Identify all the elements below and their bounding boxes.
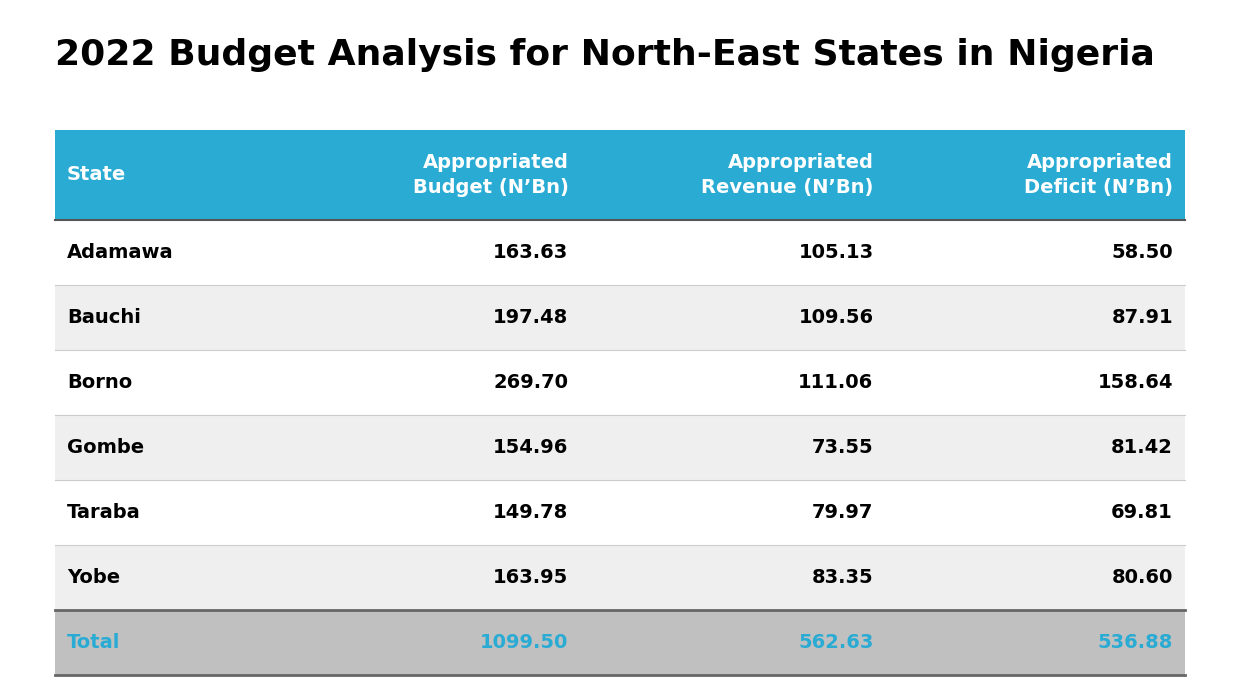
Bar xyxy=(55,480,1185,545)
Text: Appropriated
Revenue (N’Bn): Appropriated Revenue (N’Bn) xyxy=(701,153,873,197)
Text: 1099.50: 1099.50 xyxy=(480,633,568,652)
Text: 197.48: 197.48 xyxy=(494,308,568,327)
Text: 154.96: 154.96 xyxy=(494,438,568,457)
Bar xyxy=(55,220,1185,285)
Text: Yobe: Yobe xyxy=(67,568,120,587)
Text: Appropriated
Deficit (N’Bn): Appropriated Deficit (N’Bn) xyxy=(1024,153,1173,197)
Text: 163.63: 163.63 xyxy=(494,243,568,262)
Text: State: State xyxy=(67,165,126,184)
Text: Adamawa: Adamawa xyxy=(67,243,174,262)
Text: Total: Total xyxy=(67,633,120,652)
Text: 149.78: 149.78 xyxy=(494,503,568,522)
Text: 87.91: 87.91 xyxy=(1111,308,1173,327)
Text: 163.95: 163.95 xyxy=(494,568,568,587)
Text: 2022 Budget Analysis for North-East States in Nigeria: 2022 Budget Analysis for North-East Stat… xyxy=(55,38,1154,72)
Text: 536.88: 536.88 xyxy=(1097,633,1173,652)
Text: 79.97: 79.97 xyxy=(812,503,873,522)
Bar xyxy=(55,350,1185,415)
Text: 109.56: 109.56 xyxy=(799,308,873,327)
Text: 562.63: 562.63 xyxy=(799,633,873,652)
Text: 81.42: 81.42 xyxy=(1111,438,1173,457)
Text: Bauchi: Bauchi xyxy=(67,308,141,327)
Text: 111.06: 111.06 xyxy=(799,373,873,392)
Text: 269.70: 269.70 xyxy=(494,373,568,392)
Text: 158.64: 158.64 xyxy=(1097,373,1173,392)
Bar xyxy=(55,545,1185,610)
Bar xyxy=(55,415,1185,480)
Text: Borno: Borno xyxy=(67,373,133,392)
Text: 83.35: 83.35 xyxy=(812,568,873,587)
Text: 73.55: 73.55 xyxy=(812,438,873,457)
Text: Gombe: Gombe xyxy=(67,438,144,457)
Bar xyxy=(55,610,1185,675)
Text: Appropriated
Budget (N’Bn): Appropriated Budget (N’Bn) xyxy=(413,153,568,197)
Text: 80.60: 80.60 xyxy=(1111,568,1173,587)
Text: 105.13: 105.13 xyxy=(799,243,873,262)
Text: Taraba: Taraba xyxy=(67,503,141,522)
Bar xyxy=(55,285,1185,350)
Bar xyxy=(55,130,1185,220)
Text: 58.50: 58.50 xyxy=(1111,243,1173,262)
Text: 69.81: 69.81 xyxy=(1111,503,1173,522)
